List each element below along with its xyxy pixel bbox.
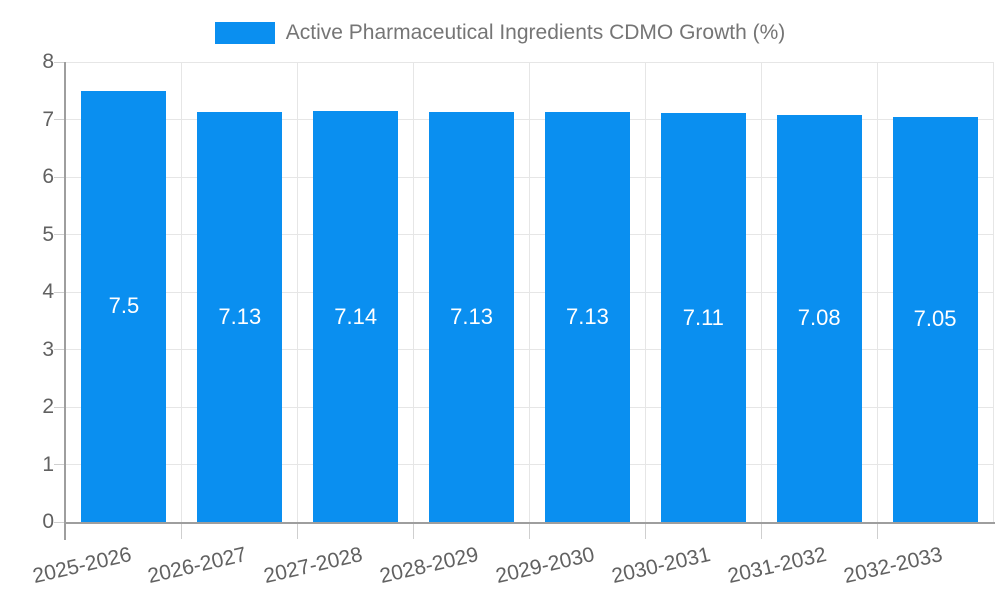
y-axis-tick	[54, 521, 64, 523]
y-axis-tick	[54, 464, 64, 465]
y-axis-tick	[54, 234, 64, 235]
y-axis-tick	[54, 406, 64, 408]
x-axis-tick	[876, 524, 878, 539]
legend-swatch	[214, 22, 275, 44]
y-axis-tick	[54, 61, 64, 63]
gridline-vertical	[992, 62, 994, 522]
x-axis-label: 2028-2029	[377, 543, 481, 589]
y-axis-tick	[54, 291, 64, 293]
gridline-vertical	[876, 62, 878, 522]
x-axis-tick	[644, 524, 646, 539]
y-axis-label: 0	[42, 510, 54, 533]
gridline-vertical	[181, 62, 183, 522]
y-axis-label: 8	[42, 50, 54, 73]
x-axis-label: 2027-2028	[261, 543, 365, 589]
x-axis-label: 2030-2031	[609, 543, 713, 589]
bar: 7.05	[892, 116, 978, 522]
bar-value-label: 7.11	[682, 304, 724, 330]
gridline-vertical	[644, 62, 646, 522]
legend[interactable]: Active Pharmaceutical Ingredients CDMO G…	[0, 20, 1000, 46]
x-axis-label: 2026-2027	[145, 543, 249, 589]
y-axis-label: 4	[42, 280, 54, 303]
x-axis-tick	[760, 524, 762, 539]
plot-area: 0 1 2 3 4 5 6 7 8 7.5 7.13 7.14 7.13 7.13 7.11 7.08 7.05…	[30, 50, 995, 588]
x-axis-tick	[181, 524, 183, 539]
bar: 7.14	[313, 111, 399, 522]
y-axis-label: 6	[42, 165, 54, 188]
bar: 7.13	[429, 112, 515, 522]
y-axis-line	[64, 62, 66, 540]
x-axis-label: 2029-2030	[493, 543, 597, 589]
y-axis-tick	[54, 349, 64, 350]
bar-value-label: 7.05	[913, 306, 957, 332]
gridline-vertical	[529, 62, 530, 522]
x-axis-label: 2025-2026	[30, 543, 134, 589]
y-axis-label: 1	[42, 452, 54, 476]
y-axis-label: 3	[42, 337, 54, 361]
x-axis-label: 2032-2033	[841, 543, 945, 589]
x-axis-label: 2031-2032	[725, 543, 829, 589]
x-axis-tick	[529, 524, 530, 539]
x-axis-line	[64, 522, 995, 524]
y-axis-label: 7	[42, 107, 54, 131]
bar: 7.5	[81, 90, 167, 522]
gridline-vertical	[297, 62, 299, 522]
bar-value-label: 7.13	[218, 304, 262, 329]
y-axis-tick	[54, 176, 64, 178]
bar: 7.13	[197, 112, 283, 522]
x-axis-tick	[413, 524, 415, 539]
bar-value-label: 7.13	[450, 304, 493, 329]
bar-value-label: 7.14	[334, 303, 378, 329]
bar-value-label: 7.13	[566, 304, 609, 329]
bar: 7.11	[660, 113, 746, 522]
bar: 7.08	[776, 114, 862, 522]
y-axis-label: 5	[42, 222, 54, 246]
y-axis-label: 2	[42, 395, 54, 418]
gridline-vertical	[760, 62, 762, 522]
bar-value-label: 7.08	[797, 305, 841, 331]
y-axis-tick	[54, 119, 64, 120]
legend-label: Active Pharmaceutical Ingredients CDMO G…	[285, 21, 786, 44]
bar: 7.13	[544, 112, 630, 522]
gridline-vertical	[413, 62, 415, 522]
x-axis-tick	[297, 524, 299, 539]
bar-value-label: 7.5	[108, 293, 140, 319]
